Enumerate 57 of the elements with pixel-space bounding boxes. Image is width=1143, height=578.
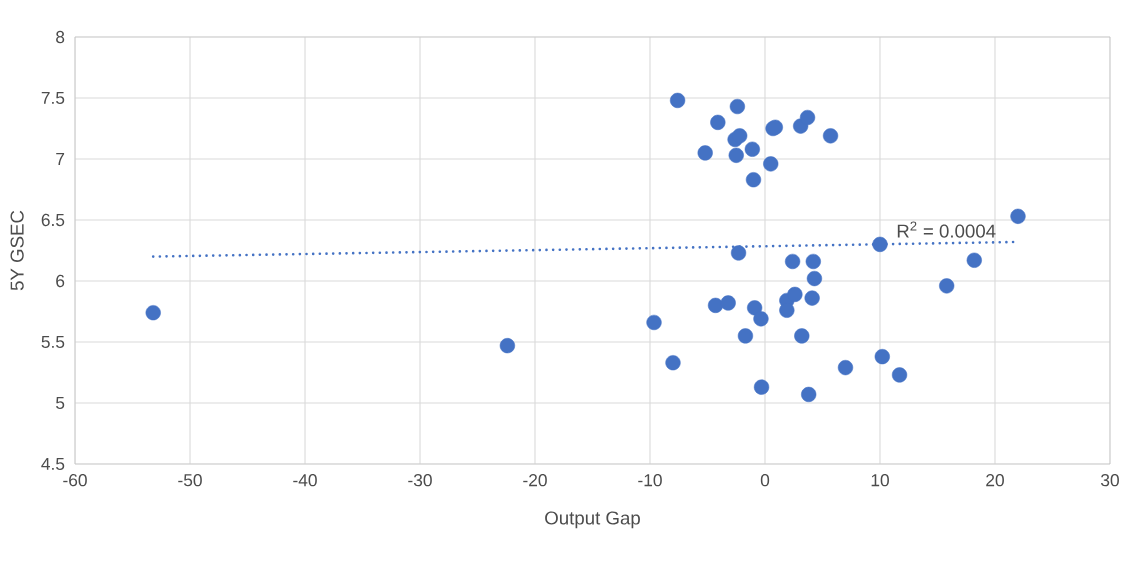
x-tick-label: 0 bbox=[760, 474, 770, 487]
point bbox=[710, 114, 726, 130]
point bbox=[799, 109, 816, 126]
x-tick-label: 20 bbox=[986, 474, 1004, 487]
point bbox=[753, 311, 769, 327]
point bbox=[729, 98, 745, 115]
x-tick-label: -30 bbox=[408, 474, 432, 487]
point bbox=[728, 147, 744, 163]
point bbox=[145, 305, 161, 321]
x-tick-label: 10 bbox=[871, 474, 889, 487]
point bbox=[745, 172, 762, 188]
point bbox=[732, 128, 748, 144]
point bbox=[763, 156, 779, 172]
y-tick-label: 6.5 bbox=[41, 213, 65, 227]
point bbox=[697, 145, 713, 161]
point bbox=[872, 236, 888, 252]
x-tick-label: -60 bbox=[63, 474, 87, 487]
x-tick-label: 30 bbox=[1101, 474, 1119, 487]
point bbox=[747, 300, 763, 316]
point bbox=[665, 355, 681, 371]
x-tick-label: -20 bbox=[523, 474, 547, 487]
y-tick-label: 8 bbox=[56, 30, 65, 44]
point bbox=[806, 270, 823, 287]
x-axis-title: Output Gap bbox=[545, 511, 640, 529]
y-axis-title: 5Y GSEC bbox=[10, 210, 24, 291]
point bbox=[707, 297, 724, 313]
y-tick-label: 6 bbox=[56, 274, 65, 288]
point bbox=[794, 328, 810, 344]
x-tick-label: -10 bbox=[638, 474, 662, 487]
point bbox=[753, 379, 770, 395]
x-tick-label: -40 bbox=[293, 474, 317, 487]
point bbox=[720, 295, 736, 311]
point bbox=[837, 360, 854, 376]
y-tick-label: 4.5 bbox=[41, 457, 65, 471]
point bbox=[787, 286, 803, 303]
point bbox=[891, 367, 908, 383]
point bbox=[822, 128, 839, 144]
point bbox=[1010, 208, 1026, 224]
x-tick-label: -50 bbox=[178, 474, 202, 487]
point bbox=[646, 314, 662, 331]
point bbox=[966, 252, 982, 268]
annotation: R$^{2}$ = 0.0004 bbox=[897, 221, 996, 238]
y-tick-label: 5.5 bbox=[41, 335, 65, 349]
point bbox=[730, 245, 747, 261]
point bbox=[804, 290, 820, 306]
point bbox=[744, 141, 760, 157]
point bbox=[737, 328, 754, 344]
point bbox=[805, 253, 821, 270]
point bbox=[801, 386, 817, 403]
point bbox=[669, 92, 686, 109]
y-tick-label: 7 bbox=[56, 153, 65, 165]
point bbox=[784, 253, 801, 270]
y-tick-label: 5 bbox=[56, 396, 65, 410]
point bbox=[939, 278, 955, 294]
y-tick-label: 7.5 bbox=[41, 91, 65, 105]
point bbox=[874, 349, 890, 365]
point bbox=[499, 338, 516, 354]
